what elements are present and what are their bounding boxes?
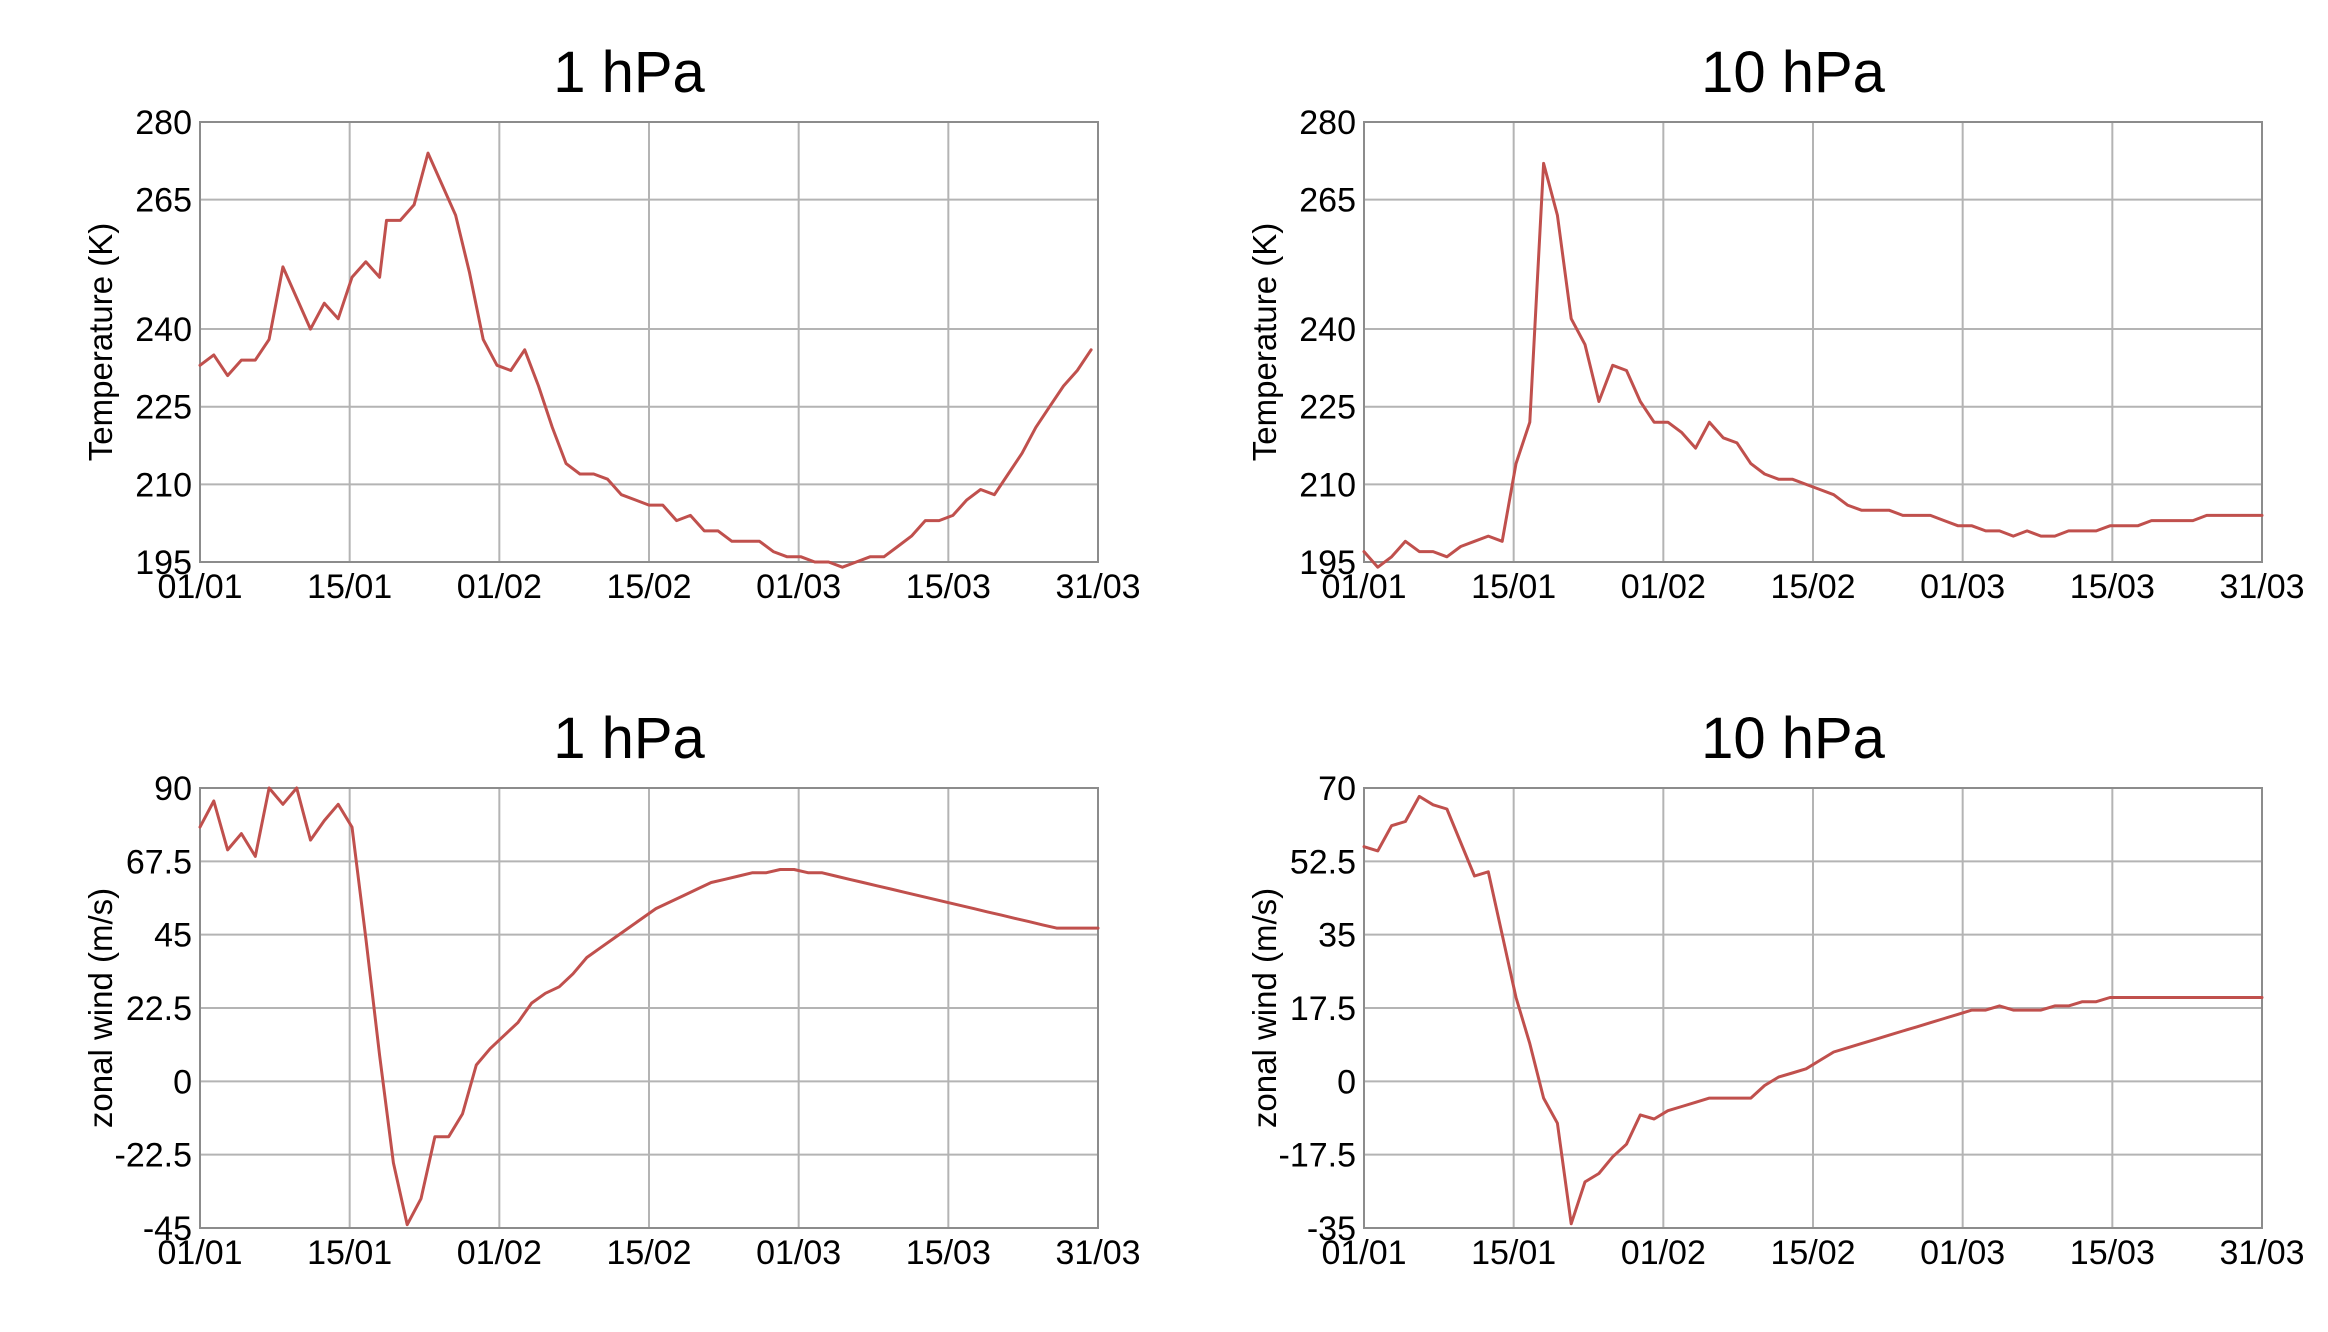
- y-tick-label: 70: [1318, 770, 1356, 808]
- chart-1hpa-temperature: 1 hPa Temperature (K) 195 210 225 240 265 280 01…: [0, 0, 1164, 666]
- y-axis-label: zonal wind (m/s): [82, 888, 119, 1128]
- chart-10hpa-zonal-wind-svg: 10 hPa zonal wind (m/s) -35 -17.5 0 17.5 35 52.…: [1246, 706, 2305, 1272]
- x-tick-label: 15/03: [906, 1234, 991, 1272]
- y-tick-label: 17.5: [1290, 990, 1356, 1028]
- y-tick-label: 35: [1318, 917, 1356, 955]
- x-tick-label: 15/03: [2070, 568, 2155, 606]
- y-tick-label: -17.5: [1279, 1137, 1357, 1175]
- plot-frame: [1363, 121, 2263, 563]
- series-line: [1362, 794, 2264, 1226]
- x-tick-label: 01/01: [157, 568, 242, 606]
- x-tick-label: 15/03: [2070, 1234, 2155, 1272]
- y-tick-label: 225: [1299, 389, 1356, 427]
- x-tick-label: 15/02: [606, 568, 691, 606]
- chart-title: 1 hPa: [553, 40, 705, 105]
- chart-10hpa-temperature: 10 hPa Temperature (K) 195 210 225 240 265 280 0…: [1164, 0, 2328, 666]
- y-axis-label: Temperature (K): [1246, 223, 1283, 461]
- x-tick-label: 31/03: [2219, 568, 2304, 606]
- y-tick-label: 210: [1299, 466, 1356, 504]
- chart-1hpa-zonal-wind: 1 hPa zonal wind (m/s) -45 -22.5 0 22.5 45 67.5…: [0, 666, 1164, 1332]
- y-tick-label: 280: [135, 104, 192, 142]
- y-tick-label: -45: [143, 1210, 192, 1248]
- x-tick-label: 15/01: [1471, 568, 1556, 606]
- x-tick-label: 31/03: [1055, 568, 1140, 606]
- series-line: [1362, 161, 2264, 569]
- x-tick-label: 01/02: [457, 1234, 542, 1272]
- series-line: [198, 151, 1093, 569]
- x-tick-label: 31/03: [2219, 1234, 2304, 1272]
- series-line: [198, 786, 1100, 1227]
- x-tick-label: 01/03: [1920, 1234, 2005, 1272]
- x-tick-label: 15/02: [1770, 568, 1855, 606]
- chart-1hpa-temperature-svg: 1 hPa Temperature (K) 195 210 225 240 265 280 01…: [82, 40, 1141, 606]
- y-tick-label: 22.5: [126, 990, 192, 1028]
- chart-1hpa-zonal-wind-svg: 1 hPa zonal wind (m/s) -45 -22.5 0 22.5 45 67.5…: [82, 706, 1141, 1272]
- y-tick-label: 265: [1299, 182, 1356, 220]
- x-tick-label: 01/01: [157, 1234, 242, 1272]
- x-tick-label: 15/01: [307, 1234, 392, 1272]
- x-tick-label: 15/01: [1471, 1234, 1556, 1272]
- y-tick-label: 0: [1337, 1063, 1356, 1101]
- plot-frame: [1363, 787, 2263, 1229]
- y-tick-label: 265: [135, 182, 192, 220]
- x-tick-label: 01/01: [1321, 1234, 1406, 1272]
- y-tick-label: 195: [1299, 544, 1356, 582]
- x-tick-label: 15/02: [1770, 1234, 1855, 1272]
- chart-10hpa-temperature-svg: 10 hPa Temperature (K) 195 210 225 240 265 280 0…: [1246, 40, 2305, 606]
- y-axis-label: zonal wind (m/s): [1246, 888, 1283, 1128]
- y-tick-label: 210: [135, 466, 192, 504]
- y-tick-label: -35: [1307, 1210, 1356, 1248]
- x-tick-label: 31/03: [1055, 1234, 1140, 1272]
- x-tick-label: 01/02: [1621, 568, 1706, 606]
- chart-title: 1 hPa: [553, 706, 705, 771]
- chart-title: 10 hPa: [1701, 40, 1886, 105]
- x-tick-label: 01/02: [457, 568, 542, 606]
- plot-frame: [199, 787, 1099, 1229]
- y-tick-label: 240: [135, 311, 192, 349]
- y-tick-label: -22.5: [115, 1137, 193, 1175]
- x-tick-label: 15/01: [307, 568, 392, 606]
- chart-title: 10 hPa: [1701, 706, 1886, 771]
- y-tick-label: 195: [135, 544, 192, 582]
- y-tick-label: 0: [173, 1063, 192, 1101]
- x-tick-label: 15/02: [606, 1234, 691, 1272]
- y-tick-label: 225: [135, 389, 192, 427]
- y-tick-label: 52.5: [1290, 843, 1356, 881]
- x-tick-label: 01/03: [756, 568, 841, 606]
- y-tick-label: 67.5: [126, 843, 192, 881]
- x-tick-label: 01/02: [1621, 1234, 1706, 1272]
- y-tick-label: 280: [1299, 104, 1356, 142]
- x-tick-label: 01/03: [1920, 568, 2005, 606]
- y-tick-label: 45: [154, 917, 192, 955]
- y-axis-label: Temperature (K): [82, 223, 119, 461]
- y-tick-label: 90: [154, 770, 192, 808]
- plot-frame: [199, 121, 1099, 563]
- x-tick-label: 15/03: [906, 568, 991, 606]
- x-tick-label: 01/01: [1321, 568, 1406, 606]
- x-tick-label: 01/03: [756, 1234, 841, 1272]
- y-tick-label: 240: [1299, 311, 1356, 349]
- chart-10hpa-zonal-wind: 10 hPa zonal wind (m/s) -35 -17.5 0 17.5 35 52.…: [1164, 666, 2328, 1332]
